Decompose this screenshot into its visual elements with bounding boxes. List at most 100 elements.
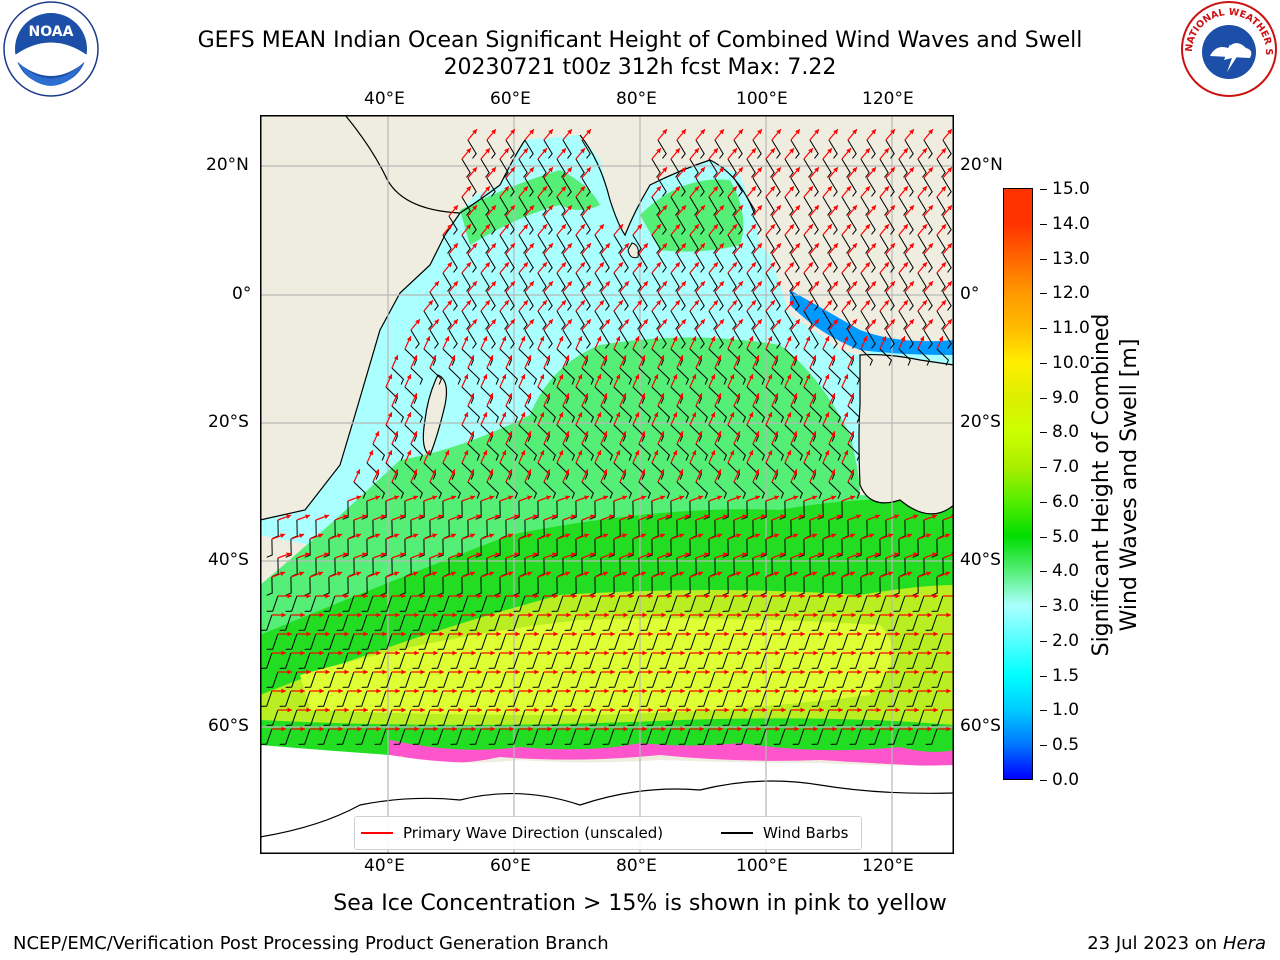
wind-barb bbox=[494, 633, 507, 650]
wind-barb bbox=[727, 462, 740, 480]
wind-barb bbox=[499, 158, 509, 178]
wave-arrow-head bbox=[903, 224, 908, 230]
wave-arrow-head bbox=[773, 393, 779, 399]
wind-barb bbox=[412, 614, 425, 631]
wave-arrow-head bbox=[700, 129, 705, 135]
wave-arrow-head bbox=[523, 148, 528, 154]
wave-arrow-head bbox=[947, 243, 952, 249]
wave-arrow-head bbox=[857, 707, 862, 713]
wind-barb bbox=[393, 728, 406, 745]
wind-barb bbox=[513, 595, 526, 612]
wave-arrow-head bbox=[490, 688, 495, 694]
wind-barb bbox=[822, 272, 832, 292]
wave-arrow-head bbox=[482, 450, 488, 456]
wind-barb bbox=[657, 253, 667, 273]
wave-arrow-head bbox=[343, 552, 349, 557]
wave-arrow-head bbox=[507, 431, 513, 437]
wind-barb bbox=[480, 424, 493, 442]
wind-barb bbox=[651, 348, 664, 366]
wave-arrow-head bbox=[609, 552, 615, 557]
wind-barb bbox=[480, 386, 493, 404]
wave-arrow-head bbox=[338, 612, 343, 618]
wave-arrow-head bbox=[738, 243, 743, 249]
wind-barb bbox=[936, 310, 946, 330]
wave-arrow-head bbox=[770, 300, 775, 306]
wave-arrow-head bbox=[685, 514, 691, 519]
wind-barb bbox=[817, 709, 830, 726]
wind-barb bbox=[651, 424, 664, 442]
wave-arrow-head bbox=[850, 533, 856, 538]
wind-barb bbox=[657, 367, 670, 385]
wave-arrow-head bbox=[507, 393, 513, 399]
wave-arrow-head bbox=[814, 281, 819, 287]
wave-arrow-head bbox=[716, 393, 722, 399]
wind-barb bbox=[423, 462, 436, 480]
wind-barb bbox=[784, 158, 794, 178]
wave-arrow-head bbox=[713, 148, 718, 154]
wind-barb bbox=[524, 367, 537, 385]
wave-arrow-head bbox=[629, 669, 634, 675]
wind-barb bbox=[602, 614, 615, 631]
wave-arrow-head bbox=[577, 450, 583, 456]
wave-arrow-head bbox=[735, 469, 741, 475]
wave-arrow-head bbox=[324, 514, 330, 519]
wave-arrow-head bbox=[401, 593, 406, 599]
wind-barb bbox=[817, 633, 830, 650]
wind-barb bbox=[722, 709, 735, 726]
wind-barb bbox=[638, 291, 648, 311]
wind-barb bbox=[570, 538, 577, 558]
wind-barb bbox=[505, 443, 518, 461]
wind-barb bbox=[689, 234, 699, 254]
wave-arrow-head bbox=[553, 669, 558, 675]
wind-barb bbox=[556, 386, 569, 404]
sea-ice-edge bbox=[390, 740, 954, 767]
wave-arrow-head bbox=[469, 393, 475, 399]
wind-barb bbox=[594, 234, 604, 254]
wind-barb bbox=[855, 633, 868, 650]
wind-barb bbox=[665, 595, 678, 612]
wind-barb bbox=[537, 310, 547, 330]
wind-barb bbox=[931, 633, 944, 650]
wave-arrow-head bbox=[539, 450, 545, 456]
wind-barb bbox=[505, 291, 515, 311]
wind-barb bbox=[803, 424, 816, 442]
colorbar-tick-label: 13.0 bbox=[1052, 248, 1090, 269]
wave-arrow-head bbox=[548, 281, 553, 287]
wind-barb bbox=[727, 424, 740, 442]
wind-barb bbox=[505, 177, 515, 197]
colorbar-tick-mark bbox=[1040, 571, 1047, 573]
wind-barb bbox=[355, 690, 368, 707]
wave-arrow-head bbox=[510, 167, 515, 173]
wave-arrow-head bbox=[743, 631, 748, 637]
wave-arrow-head bbox=[548, 167, 553, 173]
wave-arrow-head bbox=[452, 612, 457, 618]
wave-arrow-head bbox=[795, 281, 800, 287]
wind-barb bbox=[423, 310, 433, 330]
wind-barb bbox=[887, 728, 900, 745]
wind-barb bbox=[488, 652, 501, 669]
wave-arrow-head bbox=[681, 243, 686, 249]
wave-arrow-head bbox=[463, 412, 469, 418]
wind-barb bbox=[537, 348, 550, 366]
wave-arrow-head bbox=[603, 533, 609, 538]
wave-arrow-head bbox=[748, 450, 754, 456]
wind-barb bbox=[860, 158, 870, 178]
wind-barb bbox=[594, 348, 607, 366]
wave-arrow-head bbox=[431, 355, 437, 361]
wind-barb bbox=[841, 462, 854, 480]
wave-arrow-head bbox=[903, 300, 908, 306]
wind-barb bbox=[342, 500, 349, 520]
wind-barb bbox=[524, 215, 534, 235]
wind-barb bbox=[488, 614, 501, 631]
colorbar-tick-mark bbox=[1040, 328, 1047, 330]
wind-barb bbox=[803, 234, 813, 254]
wind-barb bbox=[798, 538, 805, 558]
wind-barb bbox=[431, 652, 444, 669]
wave-arrow-head bbox=[808, 300, 813, 306]
wind-barb bbox=[467, 405, 480, 423]
colorbar-tick-mark bbox=[1040, 397, 1047, 399]
wind-barb bbox=[505, 405, 518, 423]
wind-barb bbox=[931, 709, 944, 726]
wave-arrow-head bbox=[325, 631, 330, 637]
wind-barb bbox=[651, 158, 661, 178]
